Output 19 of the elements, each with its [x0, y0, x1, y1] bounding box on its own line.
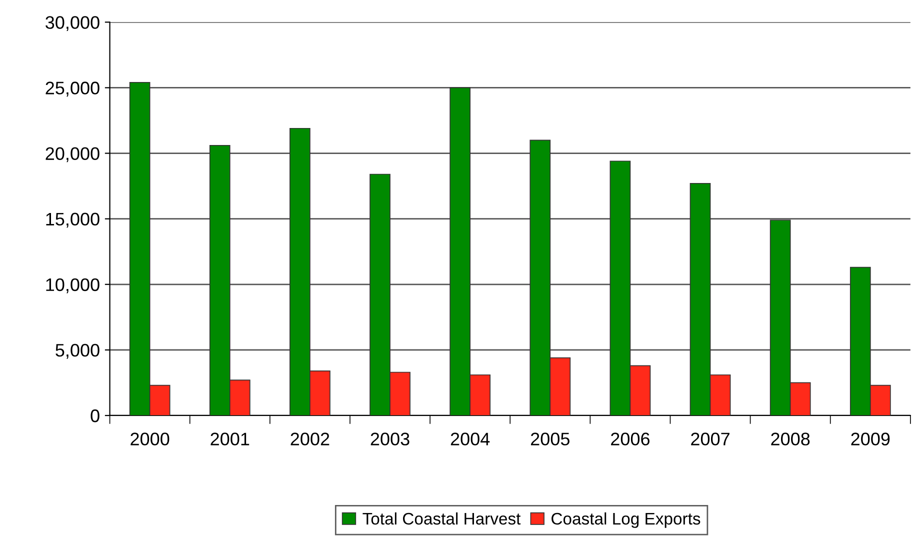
legend-label: Total Coastal Harvest — [362, 512, 521, 525]
y-tick-label: 25,000 — [46, 82, 100, 97]
y-tick-label: 20,000 — [46, 147, 100, 162]
x-tick-label: 2008 — [771, 432, 810, 446]
y-tick-label: 15,000 — [46, 212, 100, 228]
x-tick-label: 2000 — [130, 432, 170, 446]
x-tick-label: 2003 — [370, 432, 410, 446]
x-tick-label: 2004 — [450, 432, 490, 446]
x-tick-label: 2005 — [530, 432, 570, 446]
x-tick-label: 2009 — [851, 432, 890, 446]
y-tick-label: 5,000 — [56, 344, 100, 359]
x-tick-label: 2002 — [290, 432, 330, 446]
y-tick-label: 30,000 — [46, 16, 100, 32]
x-tick-label: 2007 — [691, 432, 730, 446]
x-tick-label: 2006 — [611, 432, 650, 446]
x-tick-label: 2001 — [210, 432, 250, 446]
y-tick-label: 10,000 — [46, 278, 100, 294]
y-tick-label: 0 — [90, 409, 100, 422]
legend-label: Coastal Log Exports — [552, 512, 700, 528]
